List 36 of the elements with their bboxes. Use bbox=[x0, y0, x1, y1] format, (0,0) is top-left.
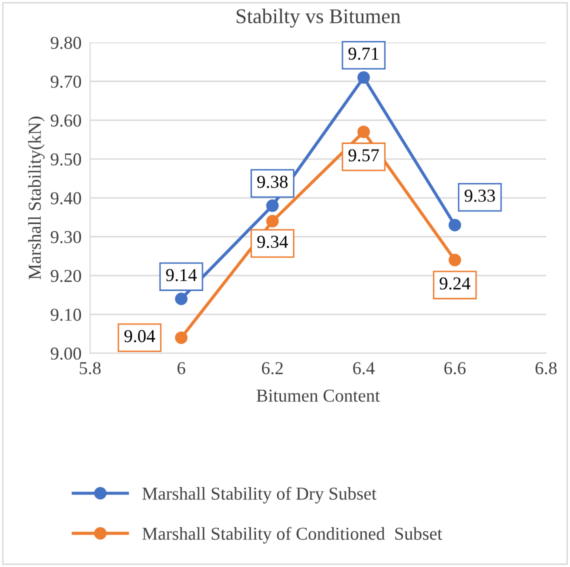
y-tick-label: 9.30 bbox=[50, 230, 82, 244]
x-tick-label: 6.4 bbox=[353, 362, 375, 374]
data-label: 9.38 bbox=[257, 176, 288, 188]
chart-title: Stabilty vs Bitumen bbox=[236, 8, 401, 28]
legend-label: Marshall Stability of Dry Subset bbox=[142, 486, 376, 504]
y-tick-label: 9.20 bbox=[50, 270, 82, 282]
data-label: 9.24 bbox=[440, 277, 470, 290]
y-tick-label: 9.70 bbox=[50, 76, 82, 88]
point bbox=[357, 126, 370, 138]
y-tick-label: 9.60 bbox=[50, 114, 82, 127]
y-tick-label: 9.10 bbox=[50, 308, 82, 321]
x-tick-label: 6.6 bbox=[444, 362, 466, 374]
data-label: 9.04 bbox=[124, 330, 156, 342]
x-tick-label: 6.2 bbox=[262, 362, 283, 374]
point bbox=[175, 292, 188, 306]
data-label: 9.34 bbox=[257, 236, 288, 248]
data-label: 9.14 bbox=[166, 269, 197, 282]
point bbox=[266, 214, 279, 228]
data-label: 9.57 bbox=[348, 149, 379, 162]
y-tick-label: 9.50 bbox=[50, 153, 82, 166]
x-axis-title: Bitumen Content bbox=[256, 390, 380, 402]
point bbox=[448, 218, 462, 232]
point bbox=[175, 331, 188, 344]
x-tick-label: 5.8 bbox=[80, 362, 101, 374]
x-tick-label: 6 bbox=[178, 362, 186, 374]
data-label: 9.33 bbox=[464, 190, 495, 202]
y-tick-label: 9.40 bbox=[50, 192, 82, 204]
y-tick-label: 9.80 bbox=[50, 36, 82, 50]
x-tick-label: 6.8 bbox=[536, 362, 557, 374]
data-label: 9.71 bbox=[348, 48, 378, 60]
y-tick-label: 9.00 bbox=[50, 348, 82, 360]
point bbox=[448, 254, 462, 266]
y-axis-title: Marshall Stability(kN) bbox=[28, 116, 45, 280]
legend-label: Marshall Stability of Conditioned Subset bbox=[142, 526, 442, 544]
point bbox=[266, 199, 279, 212]
point bbox=[357, 71, 370, 84]
